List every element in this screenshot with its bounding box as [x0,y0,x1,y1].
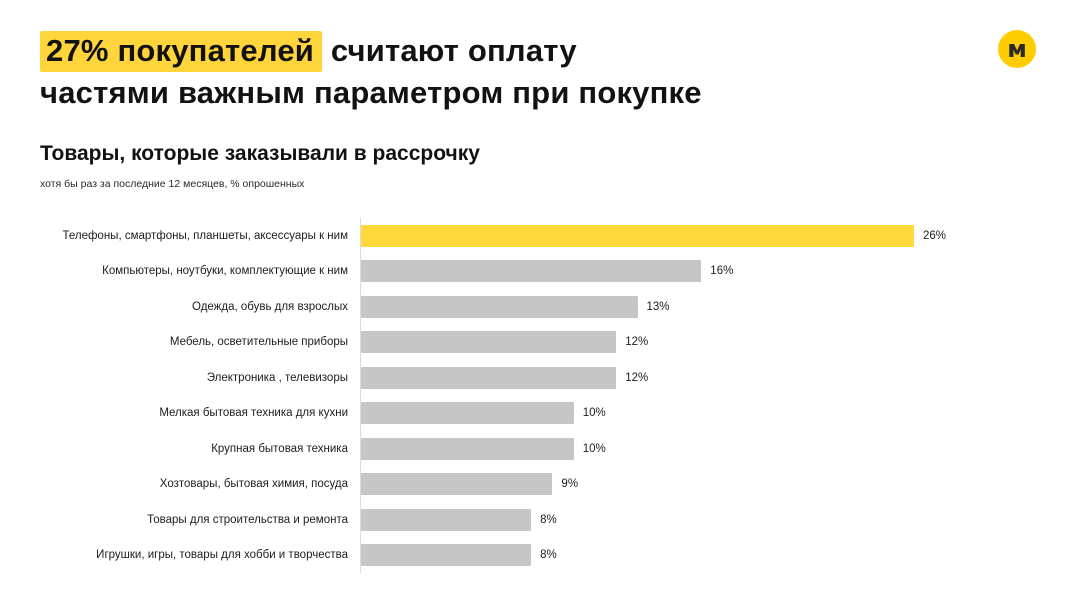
bar [361,295,638,318]
bar [361,508,532,531]
category-label: Крупная бытовая техника [211,442,348,455]
chart-subtitle: хотя бы раз за последние 12 месяцев, % о… [40,178,305,190]
category-label: Телефоны, смартфоны, планшеты, аксессуар… [62,229,348,242]
bar [361,437,574,460]
value-label: 12% [625,336,649,349]
category-label: Товары для строительства и ремонта [147,513,348,526]
category-label: Игрушки, игры, товары для хобби и творче… [96,549,348,562]
headline: 27% покупателей считают оплату частями в… [40,30,702,114]
headline-highlight: 27% покупателей [40,31,323,72]
chart-row: Электроника , телевизоры 12% [40,360,1040,396]
value-label: 8% [540,513,557,526]
chart-row: Одежда, обувь для взрослых 13% [40,289,1040,325]
chart-row: Хозтовары, бытовая химия, посуда 9% [40,466,1040,502]
bar-track: 12% [360,324,1040,360]
category-label: Мебель, осветительные приборы [169,336,348,349]
bar-track: 8% [360,537,1040,573]
bar-track: 10% [360,431,1040,467]
category-label: Мелкая бытовая техника для кухни [159,407,348,420]
value-label: 13% [646,300,670,313]
chart-row: Мелкая бытовая техника для кухни 10% [40,395,1040,431]
value-label: 26% [923,229,947,242]
bar-track: 8% [360,502,1040,538]
bar-track: 13% [360,289,1040,325]
bar-track: 12% [360,360,1040,396]
value-label: 16% [710,265,734,278]
category-label: Компьютеры, ноутбуки, комплектующие к ни… [102,265,348,278]
bar [361,402,574,425]
category-label: Хозтовары, бытовая химия, посуда [159,478,348,491]
bar-chart: Телефоны, смартфоны, планшеты, аксессуар… [40,218,1040,573]
value-label: 12% [625,371,649,384]
chart-row: Мебель, осветительные приборы 12% [40,324,1040,360]
bar-track: 16% [360,253,1040,289]
chart-row: Крупная бытовая техника 10% [40,431,1040,467]
value-label: 10% [582,407,606,420]
bar-track: 9% [360,466,1040,502]
category-label: Одежда, обувь для взрослых [192,300,348,313]
value-label: 8% [540,549,557,562]
bar [361,260,702,283]
chart-row: Игрушки, игры, товары для хобби и творче… [40,537,1040,573]
chart-row: Компьютеры, ноутбуки, комплектующие к ни… [40,253,1040,289]
yandex-market-logo-icon: м [998,30,1036,68]
value-label: 9% [561,478,579,491]
headline-line1: 27% покупателей считают оплату [40,30,702,72]
bar [361,366,617,389]
bar [361,544,532,567]
chart-row: Товары для строительства и ремонта 8% [40,502,1040,538]
bar-track: 26% [360,218,1040,254]
bar-highlighted [361,224,914,247]
headline-line1-rest: считают оплату [322,33,577,68]
bar-track: 10% [360,395,1040,431]
category-label: Электроника , телевизоры [206,371,348,384]
bar [361,473,553,496]
logo-letter: м [1007,35,1027,63]
chart-row: Телефоны, смартфоны, планшеты, аксессуар… [40,218,1040,254]
chart-title: Товары, которые заказывали в рассрочку [40,142,480,165]
bar [361,331,617,354]
value-label: 10% [582,442,606,455]
headline-line2: частями важным параметром при покупке [40,75,702,110]
